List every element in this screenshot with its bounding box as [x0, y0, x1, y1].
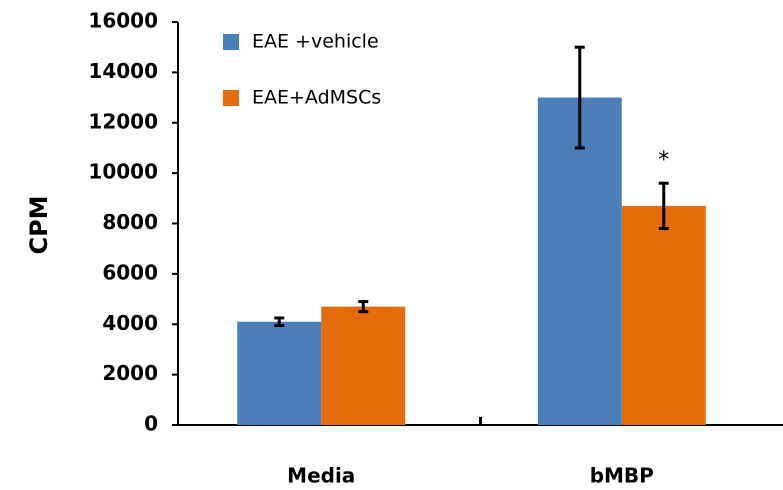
bar: [621, 205, 706, 425]
bar: [321, 306, 406, 425]
bar: [537, 97, 622, 425]
x-tick-label: bMBP: [590, 464, 654, 488]
error-bar: [358, 300, 369, 314]
y-tick-label: 16000: [88, 9, 158, 33]
y-tick-label: 12000: [88, 109, 158, 133]
y-tick-label: 2000: [102, 361, 158, 385]
error-bar: [274, 316, 285, 328]
y-tick-label: 14000: [88, 59, 158, 83]
y-axis-label: CPM: [25, 195, 53, 254]
legend-label: EAE+AdMSCs: [252, 87, 381, 109]
legend-swatch: [223, 90, 239, 106]
y-tick-label: 10000: [88, 160, 158, 184]
annotation: *: [658, 148, 669, 173]
y-tick-label: 0: [144, 412, 158, 436]
legend-swatch: [223, 34, 239, 50]
error-bar: [658, 181, 669, 231]
bar: [237, 321, 322, 425]
y-tick-label: 8000: [102, 210, 158, 234]
y-tick-label: 4000: [102, 311, 158, 335]
legend-label: EAE +vehicle: [252, 31, 379, 53]
x-tick-label: Media: [287, 464, 355, 488]
y-tick-label: 6000: [102, 260, 158, 284]
error-bar: [574, 45, 585, 150]
